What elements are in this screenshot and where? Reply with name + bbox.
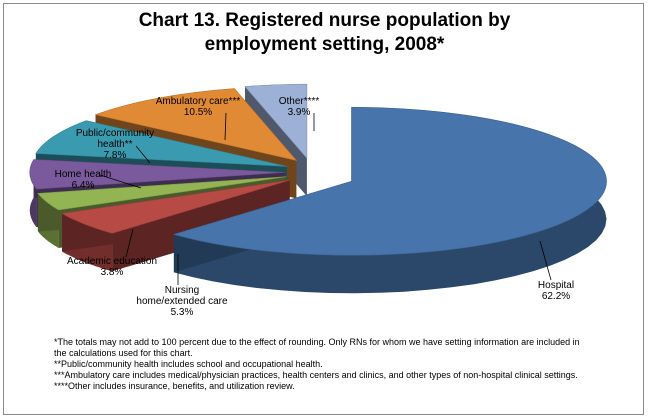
footnote-2: **Public/community health includes schoo… xyxy=(54,359,323,369)
slice-label-6: Other**** 3.9% xyxy=(279,96,320,118)
leader-line-5 xyxy=(224,112,227,141)
footnote-1: *The totals may not add to 100 percent d… xyxy=(54,337,580,358)
leader-line-3 xyxy=(99,174,142,189)
leader-lines xyxy=(99,112,552,285)
slice-label-5: Ambulatory care*** 10.5% xyxy=(156,96,241,118)
leader-line-4 xyxy=(135,145,151,164)
slice-label-4: Public/community health** 7.8% xyxy=(76,128,154,161)
footnotes: *The totals may not add to 100 percent d… xyxy=(54,337,594,392)
slice-labels: Hospital 62.2% Nursing home/extended care 5.… xyxy=(55,96,574,318)
slice-wall-1-1 xyxy=(61,180,290,252)
pie-slice-academic-education xyxy=(37,176,287,211)
leader-line-0 xyxy=(539,240,552,281)
chart-title: Chart 13. Registered nurse population by… xyxy=(4,9,645,57)
pie-slice-other xyxy=(244,83,308,160)
footnote-3: ***Ambulatory care includes medical/phys… xyxy=(54,370,578,380)
pie-slice-ambulatory-care xyxy=(94,88,298,161)
pie-slice-home-health xyxy=(29,159,285,190)
pie-slice-public-community-health xyxy=(35,120,288,167)
slice-label-1: Nursing home/extended care 5.3% xyxy=(136,285,228,318)
pie-slice-nursing-home-extended-care xyxy=(61,179,290,234)
footnote-4: ****Other includes insurance, benefits, … xyxy=(54,381,295,391)
slice-label-0: Hospital 62.2% xyxy=(538,280,574,302)
pie-top-layer xyxy=(29,83,607,256)
chart-title-line-2: employment setting, 2008* xyxy=(204,34,445,55)
chart-title-line-1: Chart 13. Registered nurse population by xyxy=(138,10,511,31)
pie-slice-hospital xyxy=(172,106,607,256)
leader-line-2 xyxy=(125,228,134,258)
slice-label-2: Academic education 3.8% xyxy=(67,256,157,278)
slice-label-3: Home health 6.4% xyxy=(55,169,112,191)
